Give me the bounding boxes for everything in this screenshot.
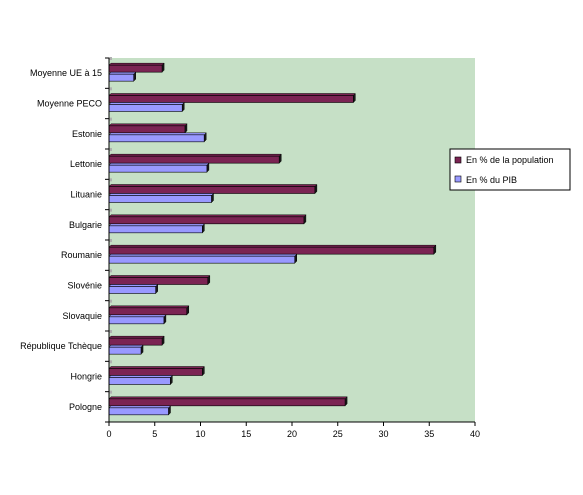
bar-pib	[108, 195, 212, 203]
category-label: Bulgarie	[69, 220, 102, 230]
category-labels: Moyenne UE à 15 Moyenne PECO Estonie Letton…	[20, 68, 102, 412]
axis-stub	[109, 360, 112, 364]
bar-top	[108, 93, 356, 96]
bar-pib	[108, 286, 156, 294]
bar-top	[108, 102, 185, 105]
x-tick-label: 25	[333, 429, 343, 439]
axis-stub	[109, 330, 112, 333]
x-tick-label: 30	[378, 429, 388, 439]
bar-population	[108, 337, 163, 346]
bar-top	[108, 153, 282, 157]
bar-pib	[108, 73, 135, 82]
axis-stub	[109, 57, 112, 60]
bar-top	[108, 214, 307, 218]
legend-swatch-pib	[454, 175, 462, 183]
category-label: Lettonie	[70, 159, 102, 169]
x-tick-label: 15	[241, 429, 251, 439]
x-tick-label: 5	[152, 429, 157, 439]
bar-top	[108, 123, 188, 127]
bar-pib	[108, 164, 208, 173]
axis-stub	[109, 148, 112, 151]
bar-top	[108, 223, 205, 227]
bar-top	[108, 132, 207, 136]
bar-pib	[108, 225, 203, 234]
bar-population	[108, 246, 435, 255]
axis-stub	[109, 178, 112, 182]
bar-top	[108, 184, 318, 187]
bar-top	[108, 253, 298, 257]
bar-top	[108, 244, 437, 248]
bar-population	[108, 398, 346, 407]
category-label: Estonie	[72, 129, 102, 139]
x-tick-labels: 0 5 10 15 20 25 30 35 40	[106, 422, 480, 439]
legend: En % de la population En % du PIB	[449, 148, 571, 191]
bar-population	[108, 368, 203, 376]
legend-label-pib: En % du PIB	[466, 175, 517, 185]
bar-pib	[108, 407, 169, 416]
bars-group	[105, 57, 437, 423]
category-label: Slovénie	[67, 281, 102, 291]
legend-label-population: En % de la population	[466, 155, 554, 165]
bar-population	[108, 64, 163, 73]
bar-top	[108, 162, 210, 166]
axis-stub	[109, 208, 112, 212]
bar-population	[108, 307, 188, 316]
x-tick-label: 40	[470, 429, 480, 439]
legend-box	[449, 148, 571, 191]
axis-stub	[109, 117, 112, 121]
legend-swatch-population	[454, 156, 462, 164]
bar-top	[108, 71, 137, 75]
axis-stub	[109, 239, 112, 242]
axis-stub	[109, 87, 112, 91]
category-label: Moyenne PECO	[37, 99, 102, 109]
bar-population	[108, 277, 209, 285]
category-label: Roumanie	[61, 250, 102, 260]
bar-population	[108, 186, 316, 194]
plot-area	[109, 58, 475, 422]
x-tick-label: 20	[287, 429, 297, 439]
bar-pib	[108, 377, 171, 385]
axis-stub	[109, 299, 112, 303]
bar-population	[108, 125, 186, 134]
x-tick-label: 35	[424, 429, 434, 439]
bar-pib	[108, 316, 165, 325]
bar-population	[108, 155, 280, 164]
bar-top	[108, 193, 215, 196]
category-label: Moyenne UE à 15	[30, 68, 102, 78]
x-tick-label: 0	[106, 429, 111, 439]
category-label: Lituanie	[70, 190, 102, 200]
category-label: République Tchèque	[20, 341, 102, 351]
bar-population	[108, 95, 354, 103]
category-label: Pologne	[69, 402, 102, 412]
axis-stub	[109, 269, 112, 273]
bar-pib	[108, 255, 296, 264]
bar-population	[108, 216, 305, 225]
bar-pib	[108, 346, 142, 355]
x-tick-label: 10	[195, 429, 205, 439]
axis-stub	[109, 390, 112, 394]
bar-pib	[108, 104, 183, 112]
bar-top	[108, 62, 165, 66]
bar-pib	[108, 134, 205, 143]
category-label: Hongrie	[70, 372, 102, 382]
category-label: Slovaquie	[62, 311, 102, 321]
